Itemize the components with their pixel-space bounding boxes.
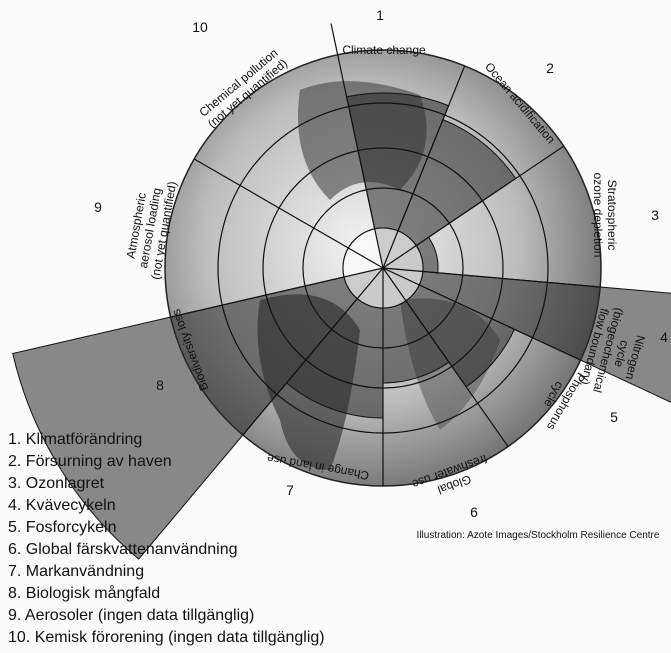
segment-number: 4 xyxy=(660,329,668,345)
segment-number: 2 xyxy=(546,60,554,76)
spoke xyxy=(382,267,581,361)
legend-item: 9. Aerosoler (ingen data tillgänglig) xyxy=(8,607,254,624)
label-line: ozone depletion xyxy=(591,173,605,258)
legend-item: 10. Kemisk förorening (ingen data tillgä… xyxy=(8,629,325,646)
spoke xyxy=(382,267,601,288)
status-wedge xyxy=(346,92,450,270)
status-wedge xyxy=(381,118,517,270)
label-line: cycle xyxy=(611,339,632,369)
segment-number: 7 xyxy=(286,482,294,498)
segment-number: 6 xyxy=(470,504,478,520)
spoke xyxy=(242,267,384,436)
segment-label: Stratosphericozone depletion xyxy=(591,173,619,258)
spoke xyxy=(193,158,384,269)
segment-label: Climate change xyxy=(342,43,426,57)
legend-item: 3. Ozonlagret xyxy=(8,475,105,492)
legend-item: 7. Markanvändning xyxy=(8,563,144,580)
legend-item: 4. Kvävecykeln xyxy=(8,497,116,514)
legend-item: 1. Klimatförändring xyxy=(8,431,142,448)
segment-number: 8 xyxy=(156,377,164,393)
spoke xyxy=(330,23,384,269)
status-wedge xyxy=(12,267,385,560)
label-line: Climate change xyxy=(342,43,426,57)
credit: Illustration: Azote Images/Stockholm Res… xyxy=(417,530,660,541)
segment-number: 9 xyxy=(94,199,102,215)
spoke xyxy=(170,267,384,318)
legend-item: 8. Biologisk mångfald xyxy=(8,584,160,602)
status-wedge xyxy=(285,266,384,419)
segment-number: 1 xyxy=(376,7,384,23)
segment-number: 3 xyxy=(651,207,659,223)
spoke xyxy=(382,65,466,269)
legend-item: 6. Global färskvattenanvändning xyxy=(8,541,237,558)
spoke xyxy=(382,145,565,269)
segment-number: 10 xyxy=(192,19,208,35)
legend-item: 2. Försurning av haven xyxy=(8,453,172,470)
label-line: Stratospheric xyxy=(605,180,619,251)
legend-item: 5. Fosforcykeln xyxy=(8,519,116,536)
spoke xyxy=(382,267,509,447)
segment-number: 5 xyxy=(610,409,618,425)
